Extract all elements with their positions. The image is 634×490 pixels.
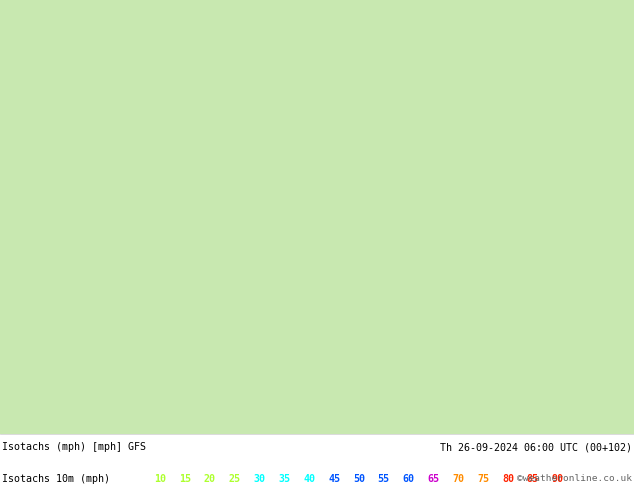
Text: 25: 25 [229,474,241,484]
Text: 40: 40 [303,474,315,484]
Text: 85: 85 [527,474,539,484]
Text: 60: 60 [403,474,415,484]
Text: 65: 65 [427,474,439,484]
Text: Isotachs (mph) [mph] GFS: Isotachs (mph) [mph] GFS [2,442,146,452]
Text: Th 26-09-2024 06:00 UTC (00+102): Th 26-09-2024 06:00 UTC (00+102) [440,442,632,452]
Text: 45: 45 [328,474,340,484]
Text: 90: 90 [552,474,564,484]
Text: 75: 75 [477,474,489,484]
Text: Isotachs 10m (mph): Isotachs 10m (mph) [2,474,110,484]
Text: 55: 55 [378,474,390,484]
Text: 30: 30 [254,474,266,484]
Text: ©weatheronline.co.uk: ©weatheronline.co.uk [517,474,632,483]
Text: 35: 35 [278,474,290,484]
Text: 50: 50 [353,474,365,484]
Text: 10: 10 [154,474,166,484]
Text: 70: 70 [452,474,464,484]
Text: 15: 15 [179,474,191,484]
Text: 80: 80 [502,474,514,484]
Text: 20: 20 [204,474,216,484]
